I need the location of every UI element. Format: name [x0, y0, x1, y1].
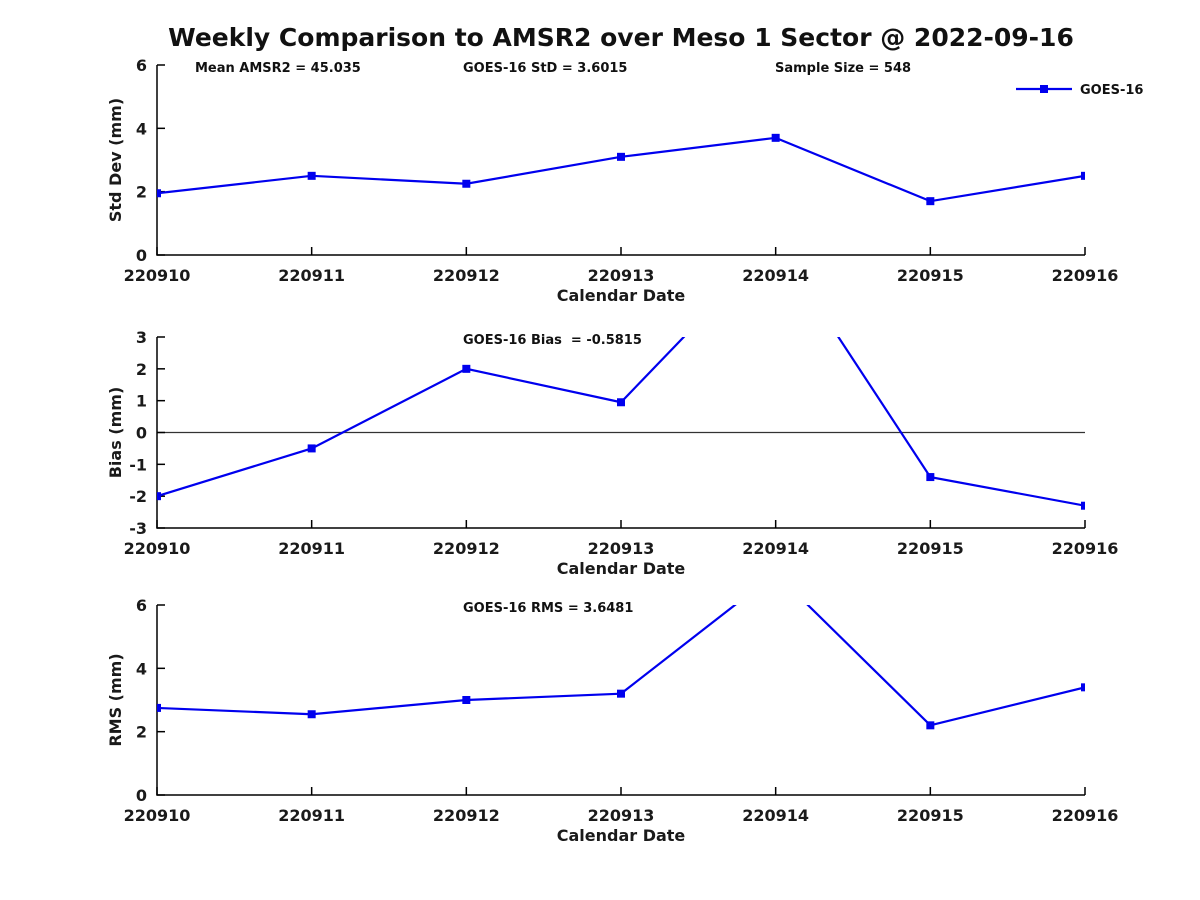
series-marker: [307, 710, 316, 719]
x-axis-label: Calendar Date: [557, 286, 686, 305]
x-tick-label: 220913: [588, 806, 655, 825]
series-marker: [617, 398, 625, 407]
series-marker: [157, 703, 161, 712]
annotation: Mean AMSR2 = 45.035: [195, 61, 361, 76]
x-tick-label: 220915: [897, 266, 964, 285]
series-marker: [307, 444, 316, 453]
x-tick-label: 220914: [742, 539, 809, 558]
y-tick-label: 2: [136, 183, 147, 202]
series-line-goes-16: [157, 136, 1085, 203]
annotation: GOES-16 Bias = -0.5815: [463, 333, 642, 348]
x-axis-label: Calendar Date: [557, 826, 686, 845]
y-tick-label: 0: [136, 424, 147, 443]
series-marker: [1081, 683, 1085, 692]
annotation: GOES-16 StD = 3.6015: [463, 61, 627, 76]
y-tick-label: -2: [129, 487, 147, 506]
series-marker: [617, 152, 625, 161]
x-tick-label: 220914: [742, 266, 809, 285]
series-marker: [307, 171, 316, 180]
series-marker: [772, 238, 780, 246]
annotation: GOES-16 RMS = 3.6481: [463, 601, 633, 616]
legend-marker: [1040, 85, 1048, 93]
legend: GOES-16: [1016, 83, 1143, 98]
y-axis-label: RMS (mm): [106, 653, 125, 746]
y-tick-label: 0: [136, 246, 147, 265]
y-axis-label: Bias (mm): [106, 387, 125, 479]
x-tick-label: 220916: [1052, 266, 1119, 285]
series-marker: [926, 197, 935, 206]
x-axis-label: Calendar Date: [557, 559, 686, 578]
chart-std-dev: 0 2 4 6 220910 220911 220912 220913 220914 220915…: [106, 56, 1143, 305]
x-tick-label: 220914: [742, 806, 809, 825]
x-tick-label: 220912: [433, 266, 500, 285]
y-tick-label: 4: [136, 659, 147, 678]
series-marker: [772, 569, 780, 577]
legend-label: GOES-16: [1080, 83, 1143, 98]
x-tick-label: 220915: [897, 539, 964, 558]
y-axis-label: Std Dev (mm): [106, 98, 125, 222]
x-tick-label: 220916: [1052, 539, 1119, 558]
x-tick-label: 220912: [433, 806, 500, 825]
series-marker: [462, 696, 471, 704]
x-tick-label: 220915: [897, 806, 964, 825]
axis-spines: [156, 605, 1085, 796]
y-tick-label: 4: [136, 119, 147, 138]
x-tick-label: 220913: [588, 266, 655, 285]
chart-rms: 0 2 4 6 220910 220911 220912 220913 220914 220915…: [106, 569, 1119, 845]
series-marker: [617, 689, 625, 698]
series-marker: [771, 133, 780, 142]
series-marker: [926, 473, 935, 482]
x-tick-label: 220911: [278, 266, 345, 285]
series-line-goes-16: [157, 605, 1085, 727]
figure-title: Weekly Comparison to AMSR2 over Meso 1 S…: [168, 23, 1074, 52]
x-tick-label: 220913: [588, 539, 655, 558]
y-tick-label: 6: [136, 56, 147, 75]
y-tick-label: -1: [129, 455, 147, 474]
y-tick-label: 2: [136, 723, 147, 742]
x-tick-label: 220912: [433, 539, 500, 558]
series-marker: [1081, 171, 1085, 180]
x-tick-label: 220910: [124, 266, 191, 285]
x-tick-label: 220911: [278, 806, 345, 825]
y-tick-label: -3: [129, 519, 147, 538]
series-marker: [157, 492, 161, 501]
series-marker: [1081, 501, 1085, 510]
y-tick-label: 6: [136, 596, 147, 615]
y-tick-label: 3: [136, 328, 147, 347]
annotation: Sample Size = 548: [775, 61, 911, 76]
chart-bias: -3 -2 -1 0 1 2 3 220910 220911 220912 220913 220914…: [106, 238, 1119, 578]
y-tick-label: 1: [136, 392, 147, 411]
series-marker: [462, 179, 471, 188]
y-tick-label: 2: [136, 360, 147, 379]
x-tick-label: 220910: [124, 539, 191, 558]
series-marker: [157, 189, 161, 198]
series-marker: [926, 721, 935, 730]
series-marker: [462, 364, 471, 373]
x-tick-label: 220910: [124, 806, 191, 825]
x-tick-label: 220911: [278, 539, 345, 558]
y-tick-label: 0: [136, 786, 147, 805]
x-tick-label: 220916: [1052, 806, 1119, 825]
